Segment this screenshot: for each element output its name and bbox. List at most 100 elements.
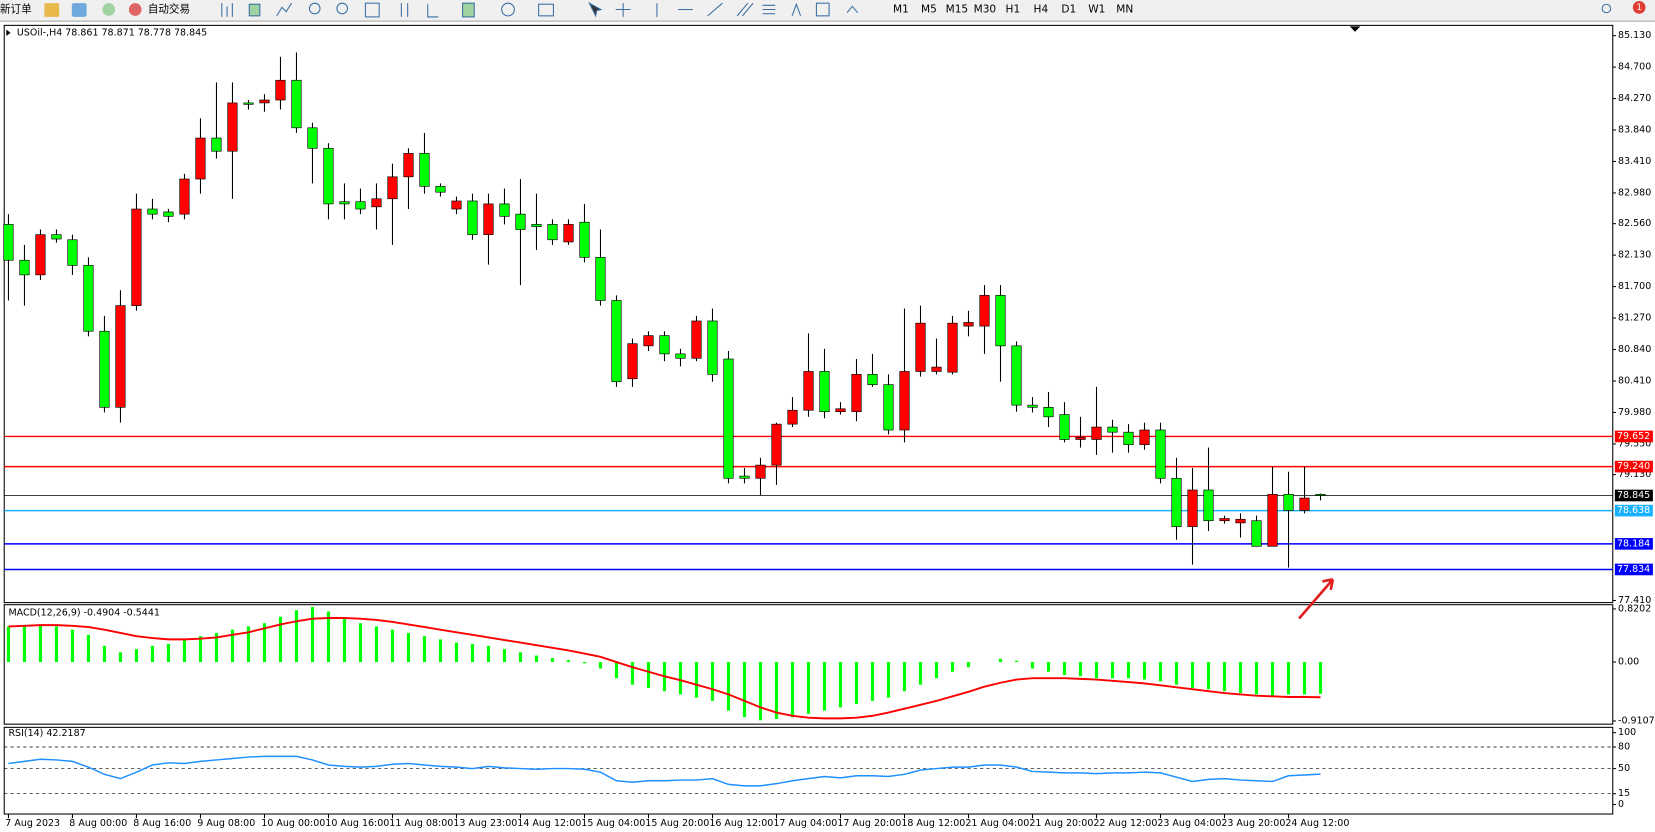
auto-trading-icon[interactable] [128,3,142,16]
auto-trading-button[interactable]: 自动交易 [148,3,190,16]
fibo-tool[interactable] [762,4,776,15]
candle-body [355,201,366,210]
macd-bar [214,632,219,663]
macd-bar [438,639,443,663]
icon[interactable] [71,3,87,17]
x-tick-label: 23 Aug 04:00 [1157,818,1221,829]
toolbar-icons [221,1,1612,18]
candle-body [675,353,686,359]
icon[interactable] [364,2,380,18]
candle-body [867,374,878,385]
x-tick-label: 15 Aug 04:00 [581,818,645,829]
cursor-tool[interactable] [588,1,603,18]
y-tick-label: 80.840 [1618,344,1651,355]
macd-bar [422,636,427,663]
candle-body [147,208,158,215]
x-tick-label: 9 Aug 08:00 [197,818,255,829]
arrows-tool[interactable] [846,5,859,14]
macd-bar [326,611,331,663]
macd-bar [278,616,283,663]
macd-bar [102,645,107,663]
icon[interactable] [308,2,321,15]
x-tick-label: 13 Aug 23:00 [453,818,517,829]
macd-bar [1110,662,1115,679]
timeframe-button[interactable]: M15 [946,4,969,16]
text-tool[interactable] [791,2,802,17]
macd-bar [294,610,299,663]
search-icon[interactable] [1601,3,1612,14]
macd-bar [1046,662,1051,672]
macd-bar [1030,662,1035,669]
timeframe-button[interactable]: D1 [1061,4,1076,16]
icon[interactable] [102,3,116,16]
macd-bar [774,662,779,720]
new-order-button[interactable]: 新订单 [0,3,32,16]
icon[interactable] [336,2,349,15]
y-tick-label: 79.550 [1618,438,1651,449]
icon[interactable] [276,2,292,17]
x-tick-label: 14 Aug 12:00 [517,818,581,829]
candle-body [99,330,110,408]
icon[interactable] [501,2,515,17]
macd-bar [566,660,571,663]
macd-bar [406,632,411,663]
label-tool[interactable] [815,2,830,17]
macd-bar [6,626,11,663]
icon[interactable] [400,3,409,17]
macd-bar [710,662,715,701]
macd-bar [38,624,43,663]
candle-body [1267,494,1278,547]
timeframe-button[interactable]: M30 [974,4,997,16]
channel-tool[interactable] [736,2,754,17]
candle-body [1283,494,1294,511]
y-tick-label: 82.130 [1618,250,1651,261]
candle-body [195,137,206,180]
crosshair-tool[interactable] [615,3,631,17]
icon[interactable] [462,2,475,18]
macd-bar [1222,662,1227,692]
icon[interactable] [221,3,233,17]
price-level-tag [1614,504,1653,517]
rsi-title: RSI(14) 42.2187 [8,728,85,739]
timeframe-button[interactable]: M5 [921,4,937,16]
y-tick-label: -0.9107 [1618,715,1655,726]
timeframe-button[interactable]: H4 [1034,4,1049,16]
macd-bar [870,662,875,701]
candle-body [1203,489,1214,522]
macd-bar [1126,662,1131,679]
notification-badge[interactable] [1632,1,1646,14]
main-panel [3,24,1614,604]
candle-body [595,256,606,301]
macd-bar [1318,662,1323,694]
candle-body [851,374,862,413]
icon[interactable] [44,3,60,17]
y-tick-label: 77.410 [1618,595,1651,606]
icon[interactable] [248,3,261,17]
candle-body [531,224,542,227]
candle-body [227,102,238,152]
macd-bar [246,626,251,663]
timeframe-button[interactable]: H1 [1006,4,1021,16]
macd-bar [518,652,523,663]
x-tick-label: 24 Aug 12:00 [1285,818,1349,829]
icon[interactable] [538,3,554,17]
trendline-tool[interactable] [707,2,723,17]
candle-body [883,384,894,431]
macd-bar [902,662,907,692]
candle-body [387,176,398,200]
candle-body [803,371,814,411]
macd-bar [1142,662,1147,680]
x-tick-label: 21 Aug 20:00 [1029,818,1093,829]
y-tick-label: 83.410 [1618,156,1651,167]
timeframe-button[interactable]: M1 [893,4,909,16]
timeframe-button[interactable]: MN [1116,4,1133,16]
y-tick-label: 84.270 [1618,93,1651,104]
x-tick-label: 21 Aug 04:00 [965,818,1029,829]
macd-bar [998,658,1003,663]
icon[interactable] [427,4,439,18]
y-tick-label: 81.270 [1618,313,1651,324]
timeframe-button[interactable]: W1 [1088,4,1105,16]
candle-body [1075,436,1086,440]
candle-body [451,200,462,210]
candle-body [403,153,414,178]
